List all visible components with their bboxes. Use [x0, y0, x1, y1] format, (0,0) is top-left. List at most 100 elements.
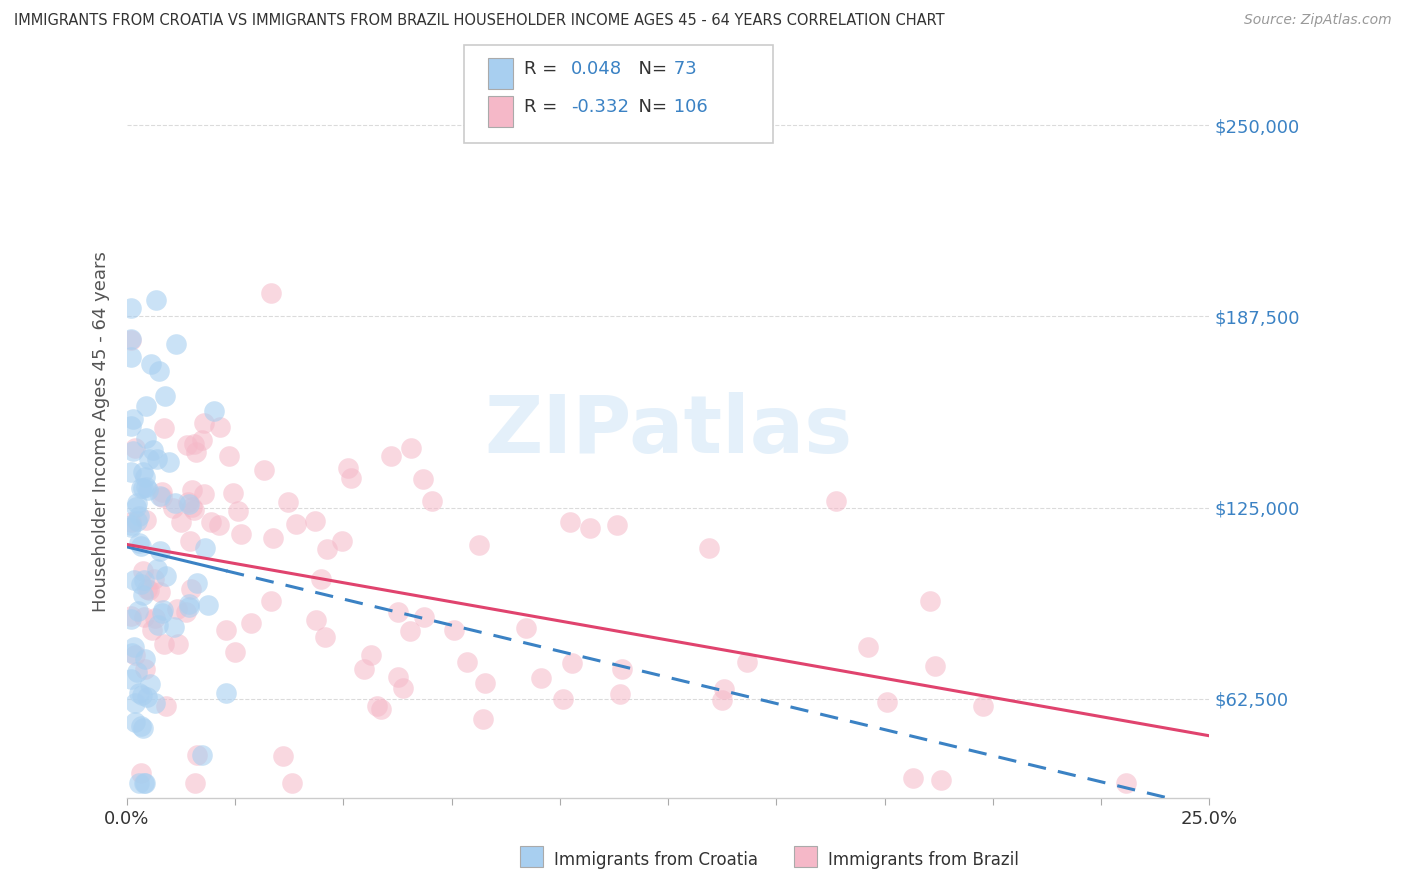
Point [132, 721, 155, 735]
Point [132, 481, 155, 495]
Point [177, 597, 200, 611]
Point [120, 465, 142, 479]
Point [226, 503, 249, 517]
Point [128, 536, 150, 550]
Point [131, 688, 153, 702]
Point [150, 490, 173, 504]
Point [127, 604, 149, 618]
Point [155, 569, 177, 583]
Point [271, 748, 294, 763]
Point [129, 481, 152, 495]
Point [157, 455, 180, 469]
Point [194, 541, 217, 555]
Point [135, 480, 157, 494]
Point [142, 443, 165, 458]
Point [456, 655, 478, 669]
Point [260, 594, 283, 608]
Point [280, 776, 302, 790]
Point [606, 517, 628, 532]
Point [145, 452, 167, 467]
Point [145, 293, 167, 308]
Point [134, 652, 156, 666]
Point [260, 285, 283, 300]
Point [186, 445, 208, 459]
Point [183, 437, 205, 451]
Point [366, 698, 388, 713]
Text: R =: R = [524, 98, 564, 116]
Point [132, 776, 155, 790]
Point [136, 582, 159, 596]
Point [122, 412, 145, 426]
Point [162, 500, 184, 515]
Point [142, 572, 165, 586]
Text: Immigrants from Brazil: Immigrants from Brazil [828, 851, 1019, 869]
Point [166, 602, 188, 616]
Point [180, 500, 202, 514]
Point [412, 471, 434, 485]
Text: R =: R = [524, 60, 564, 78]
Text: ZIPatlas: ZIPatlas [484, 392, 852, 470]
Point [120, 333, 142, 347]
Point [190, 433, 212, 447]
Point [215, 686, 238, 700]
Point [122, 573, 145, 587]
Point [152, 637, 174, 651]
Point [155, 698, 177, 713]
Point [167, 637, 190, 651]
Point [149, 584, 172, 599]
Point [128, 686, 150, 700]
Point [713, 681, 735, 696]
Point [551, 692, 574, 706]
Point [128, 508, 150, 523]
Point [193, 417, 215, 431]
Point [929, 773, 952, 788]
Point [332, 534, 354, 549]
Point [125, 665, 148, 679]
Point [180, 582, 202, 597]
Point [560, 515, 582, 529]
Point [176, 438, 198, 452]
Point [149, 543, 172, 558]
Point [515, 621, 537, 635]
Point [163, 620, 186, 634]
Text: Source: ZipAtlas.com: Source: ZipAtlas.com [1244, 13, 1392, 28]
Point [120, 350, 142, 364]
Point [285, 516, 308, 531]
Point [149, 489, 172, 503]
Text: -0.332: -0.332 [571, 98, 628, 116]
Point [314, 630, 336, 644]
Point [120, 612, 142, 626]
Point [193, 487, 215, 501]
Point [143, 696, 166, 710]
Point [876, 695, 898, 709]
Point [262, 531, 284, 545]
Point [124, 648, 146, 662]
Point [148, 364, 170, 378]
Point [120, 518, 142, 533]
Point [125, 496, 148, 510]
Point [132, 610, 155, 624]
Point [122, 640, 145, 655]
Point [229, 526, 252, 541]
Point [901, 771, 924, 785]
Point [239, 616, 262, 631]
Point [124, 714, 146, 729]
Point [387, 671, 409, 685]
Y-axis label: Householder Income Ages 45 - 64 years: Householder Income Ages 45 - 64 years [93, 251, 110, 612]
Point [131, 588, 153, 602]
Point [174, 605, 197, 619]
Point [336, 460, 359, 475]
Point [186, 748, 208, 763]
Point [924, 659, 946, 673]
Point [215, 624, 238, 638]
Point [207, 518, 229, 533]
Point [277, 495, 299, 509]
Point [120, 418, 142, 433]
Text: Immigrants from Croatia: Immigrants from Croatia [554, 851, 758, 869]
Text: IMMIGRANTS FROM CROATIA VS IMMIGRANTS FROM BRAZIL HOUSEHOLDER INCOME AGES 45 - 6: IMMIGRANTS FROM CROATIA VS IMMIGRANTS FR… [14, 13, 945, 29]
Point [387, 606, 409, 620]
Point [136, 690, 159, 704]
Point [124, 696, 146, 710]
Point [360, 648, 382, 662]
Point [132, 564, 155, 578]
